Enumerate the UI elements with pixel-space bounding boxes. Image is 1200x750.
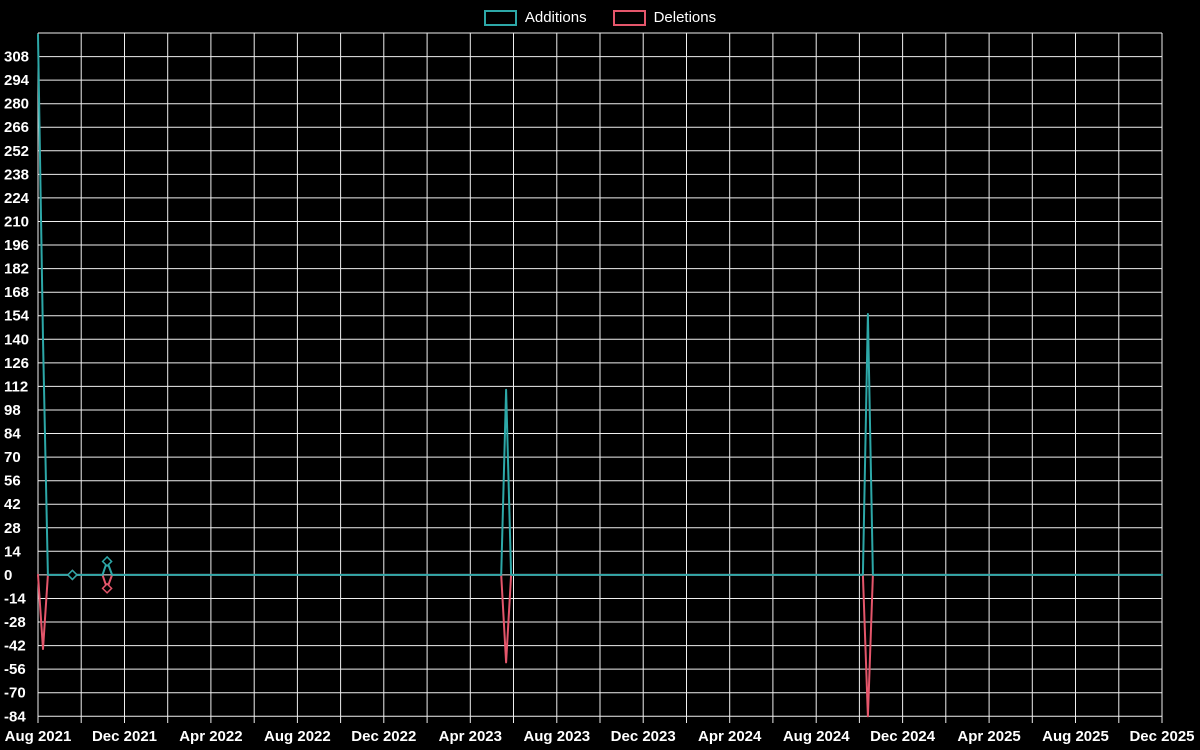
y-axis-label: 140 <box>4 331 29 348</box>
x-axis-label: Dec 2022 <box>351 728 416 745</box>
x-axis-label: Aug 2024 <box>783 728 850 745</box>
x-axis-label: Apr 2023 <box>439 728 502 745</box>
y-axis-label: -56 <box>4 661 26 678</box>
y-axis-label: 280 <box>4 96 29 113</box>
additions-swatch-icon <box>483 9 517 26</box>
y-axis-label: 294 <box>4 72 30 89</box>
y-axis-label: 98 <box>4 402 21 419</box>
y-axis-label: 112 <box>4 378 28 395</box>
x-axis-label: Dec 2024 <box>870 728 936 745</box>
x-axis-label: Apr 2024 <box>698 728 762 745</box>
x-axis-label: Dec 2025 <box>1129 728 1194 745</box>
y-axis-label: 238 <box>4 166 29 183</box>
y-axis-label: 182 <box>4 261 29 278</box>
series-line-additions <box>37 33 1163 576</box>
legend-label-deletions: Deletions <box>653 9 717 26</box>
y-axis-label: 0 <box>4 567 12 584</box>
y-axis-label: -14 <box>4 591 26 608</box>
y-axis-label: 196 <box>4 237 29 254</box>
legend-item-additions[interactable]: Additions <box>483 9 587 26</box>
x-axis-label: Aug 2021 <box>5 728 72 745</box>
y-axis-label: 252 <box>4 143 29 160</box>
gridlines <box>37 32 1163 723</box>
x-axis-label: Aug 2023 <box>523 728 590 745</box>
point-marker-additions <box>101 555 113 567</box>
x-axis-labels: Aug 2021 Dec 2021 Apr 2022 Aug 2022 Dec 2022… <box>5 728 1195 745</box>
y-axis-label: 266 <box>4 119 29 136</box>
x-axis-label: Dec 2021 <box>92 728 157 745</box>
y-axis-label: -42 <box>4 638 26 655</box>
y-axis-label: -28 <box>4 614 26 631</box>
y-axis-label: 168 <box>4 284 29 301</box>
x-axis-label: Dec 2023 <box>611 728 676 745</box>
x-axis-label: Aug 2022 <box>264 728 331 745</box>
y-axis-label: 126 <box>4 355 29 372</box>
y-axis-label: -70 <box>4 685 26 702</box>
legend-item-deletions[interactable]: Deletions <box>612 9 717 26</box>
x-axis-label: Apr 2025 <box>957 728 1020 745</box>
y-axis-label: 56 <box>4 473 21 490</box>
legend-label-additions: Additions <box>524 9 587 26</box>
point-marker-deletions <box>101 582 113 594</box>
y-axis-label: 84 <box>4 426 21 443</box>
y-axis-label: 224 <box>4 190 30 207</box>
y-axis-labels: 3082942802662522382242101961821681541401… <box>4 49 30 726</box>
y-axis-label: 210 <box>4 214 29 231</box>
y-axis-label: 70 <box>4 449 21 466</box>
x-axis-label: Apr 2022 <box>179 728 242 745</box>
point-marker-additions <box>66 569 78 581</box>
y-axis-label: 308 <box>4 49 29 66</box>
x-axis-label: Aug 2025 <box>1042 728 1109 745</box>
y-axis-label: -84 <box>4 708 26 725</box>
chart-legend: Additions Deletions <box>0 9 1200 26</box>
deletions-swatch-icon <box>612 9 646 26</box>
y-axis-label: 28 <box>4 520 21 537</box>
y-axis-label: 42 <box>4 496 21 513</box>
y-axis-label: 14 <box>4 543 21 560</box>
y-axis-label: 154 <box>4 308 30 325</box>
